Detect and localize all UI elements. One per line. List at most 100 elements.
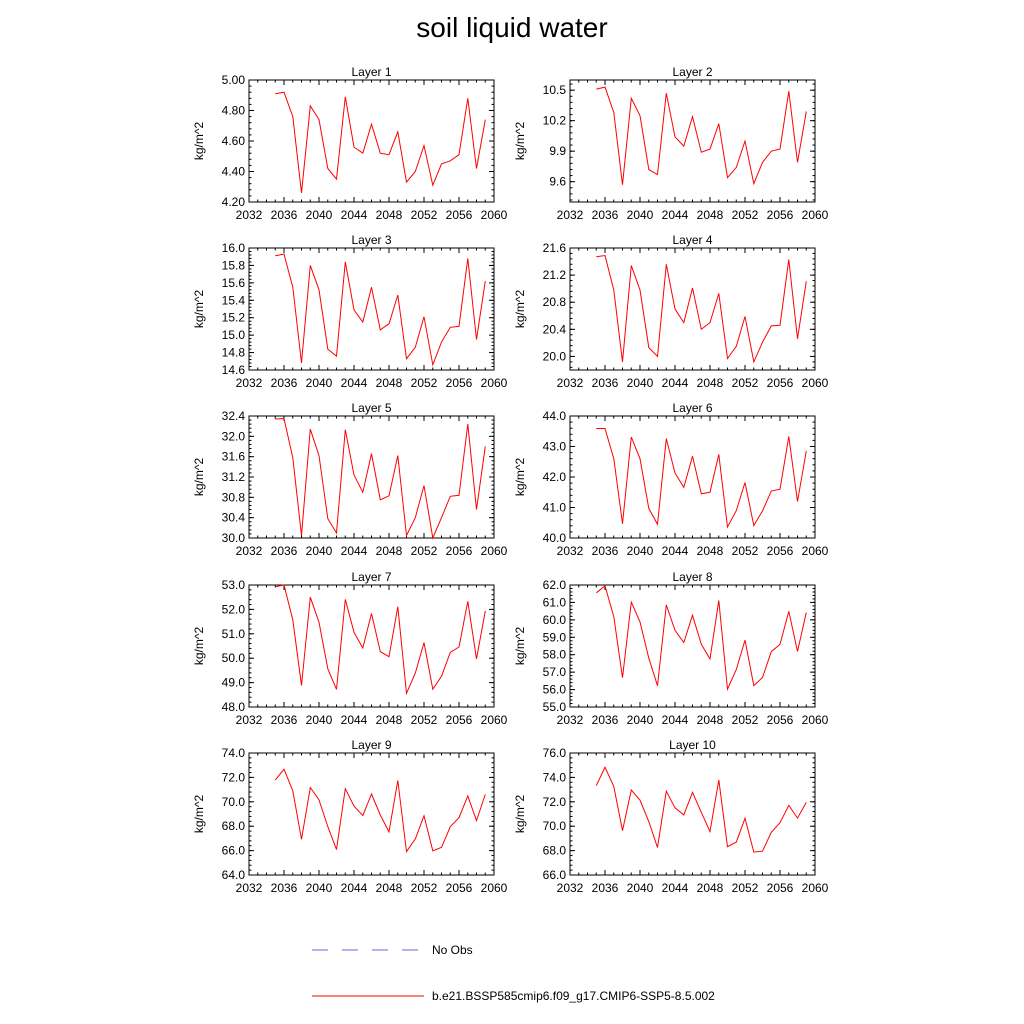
- x-tick-label: 2052: [411, 544, 438, 558]
- y-tick-label: 57.0: [543, 665, 567, 679]
- y-axis-label: kg/m^2: [513, 458, 527, 497]
- x-tick-label: 2036: [271, 208, 298, 222]
- x-tick-label: 2044: [662, 208, 689, 222]
- x-tick-label: 2036: [592, 881, 619, 895]
- x-tick-label: 2036: [271, 713, 298, 727]
- y-tick-label: 50.0: [222, 651, 246, 665]
- panel-title: Layer 5: [351, 401, 391, 415]
- y-tick-label: 52.0: [222, 602, 246, 616]
- panel-title: Layer 4: [672, 233, 712, 247]
- x-tick-label: 2052: [732, 208, 759, 222]
- y-tick-label: 14.8: [222, 346, 246, 360]
- panel-9: Layer 9 kg/m^2 2032 2036 2040 2044 2048 2052 205…: [192, 738, 508, 895]
- x-tick-label: 2036: [271, 376, 298, 390]
- y-axis-label: kg/m^2: [513, 795, 527, 834]
- y-tick-label: 10.2: [543, 114, 567, 128]
- x-tick-label: 2044: [341, 544, 368, 558]
- x-tick-label: 2056: [767, 376, 794, 390]
- x-tick-label: 2052: [411, 208, 438, 222]
- x-tick-label: 2044: [341, 208, 368, 222]
- x-tick-label: 2048: [376, 881, 403, 895]
- y-tick-label: 15.2: [222, 311, 246, 325]
- panel-title: Layer 6: [672, 401, 712, 415]
- plot-frame: [248, 584, 495, 708]
- y-tick-label: 70.0: [543, 819, 567, 833]
- y-tick-label: 61.0: [543, 595, 567, 609]
- y-tick-label: 30.8: [222, 490, 246, 504]
- x-tick-label: 2036: [592, 544, 619, 558]
- y-tick-label: 9.6: [549, 175, 566, 189]
- series-line: [275, 584, 486, 696]
- x-tick-label: 2036: [271, 544, 298, 558]
- x-tick-label: 2040: [627, 208, 654, 222]
- panel-title: Layer 2: [672, 65, 712, 79]
- x-tick-label: 2036: [592, 376, 619, 390]
- x-tick-label: 2040: [627, 713, 654, 727]
- series-line: [595, 766, 807, 853]
- y-tick-label: 49.0: [222, 676, 246, 690]
- y-tick-label: 20.0: [543, 349, 567, 363]
- panel-5: Layer 5 kg/m^2 2032 2036 2040 2044 2048 2052 205…: [192, 401, 508, 558]
- panel-4: Layer 4 kg/m^2 2032 2036 2040 2044 2048 2052 205…: [513, 233, 829, 390]
- y-tick-label: 55.0: [543, 700, 567, 714]
- x-tick-label: 2052: [411, 713, 438, 727]
- x-tick-label: 2044: [341, 713, 368, 727]
- y-tick-label: 30.4: [222, 511, 246, 525]
- series-line: [595, 585, 807, 692]
- y-tick-label: 56.0: [543, 683, 567, 697]
- y-tick-label: 31.6: [222, 450, 246, 464]
- y-tick-label: 51.0: [222, 627, 246, 641]
- panel-title: Layer 3: [351, 233, 391, 247]
- panel-3: Layer 3 kg/m^2 2032 2036 2040 2044 2048 2052 205…: [192, 233, 508, 390]
- series-line: [275, 417, 486, 540]
- y-tick-label: 20.4: [543, 322, 567, 336]
- y-tick-label: 10.5: [543, 83, 567, 97]
- x-tick-label: 2032: [557, 376, 584, 390]
- y-tick-label: 40.0: [543, 531, 567, 545]
- x-tick-label: 2048: [376, 544, 403, 558]
- y-tick-label: 9.9: [549, 144, 566, 158]
- x-tick-label: 2040: [627, 376, 654, 390]
- y-tick-label: 31.2: [222, 470, 246, 484]
- panel-title: Layer 8: [672, 570, 712, 584]
- panel-title: Layer 7: [351, 570, 391, 584]
- y-tick-label: 74.0: [543, 770, 567, 784]
- x-tick-label: 2032: [557, 544, 584, 558]
- x-tick-label: 2048: [376, 713, 403, 727]
- x-tick-label: 2032: [236, 881, 263, 895]
- y-tick-label: 15.4: [222, 293, 246, 307]
- x-tick-label: 2036: [592, 208, 619, 222]
- x-tick-label: 2044: [662, 544, 689, 558]
- y-tick-label: 72.0: [222, 770, 246, 784]
- y-tick-label: 4.60: [222, 134, 246, 148]
- panel-title: Layer 9: [351, 738, 391, 752]
- y-tick-label: 66.0: [543, 868, 567, 882]
- x-tick-label: 2040: [306, 881, 333, 895]
- y-tick-label: 48.0: [222, 700, 246, 714]
- panel-7: Layer 7 kg/m^2 2032 2036 2040 2044 2048 2052 205…: [192, 570, 508, 727]
- y-tick-label: 21.6: [543, 241, 567, 255]
- x-tick-label: 2032: [236, 208, 263, 222]
- y-axis-label: kg/m^2: [513, 122, 527, 161]
- x-tick-label: 2048: [697, 208, 724, 222]
- y-tick-label: 30.0: [222, 531, 246, 545]
- y-axis-label: kg/m^2: [192, 458, 206, 497]
- x-tick-label: 2036: [592, 713, 619, 727]
- y-tick-label: 72.0: [543, 795, 567, 809]
- x-tick-label: 2056: [446, 881, 473, 895]
- x-tick-label: 2052: [732, 544, 759, 558]
- x-tick-label: 2052: [411, 376, 438, 390]
- y-tick-label: 43.0: [543, 440, 567, 454]
- y-tick-label: 32.4: [222, 409, 246, 423]
- y-tick-label: 68.0: [543, 844, 567, 858]
- y-axis-label: kg/m^2: [192, 795, 206, 834]
- x-tick-label: 2060: [481, 208, 508, 222]
- x-tick-label: 2048: [697, 713, 724, 727]
- y-tick-label: 16.0: [222, 241, 246, 255]
- x-tick-label: 2036: [271, 881, 298, 895]
- x-tick-label: 2040: [306, 208, 333, 222]
- x-tick-label: 2032: [236, 713, 263, 727]
- x-tick-label: 2032: [557, 881, 584, 895]
- panel-8: Layer 8 kg/m^2 2032 2036 2040 2044 2048 2052 205…: [513, 570, 829, 727]
- y-tick-label: 64.0: [222, 868, 246, 882]
